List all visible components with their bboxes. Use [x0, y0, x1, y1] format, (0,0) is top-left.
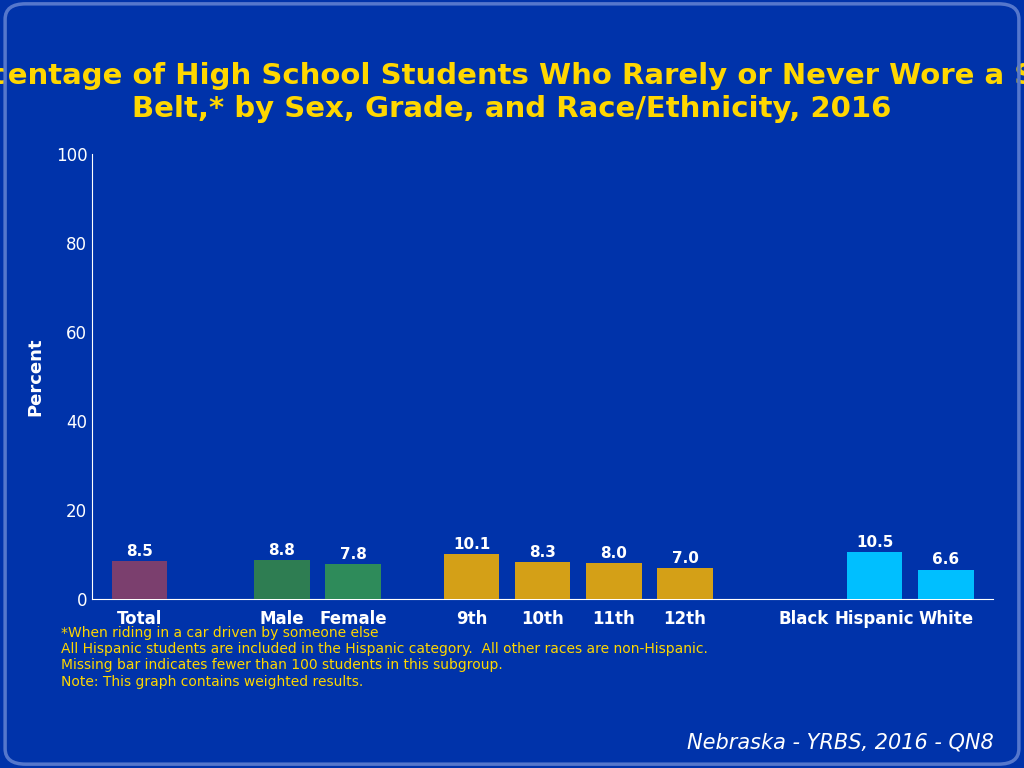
Text: *When riding in a car driven by someone else
All Hispanic students are included : *When riding in a car driven by someone … [61, 626, 709, 689]
Bar [326, 564, 381, 599]
Bar [254, 560, 309, 599]
Text: Percentage of High School Students Who Rarely or Never Wore a Seat
Belt,* by Sex: Percentage of High School Students Who R… [0, 62, 1024, 123]
Text: Nebraska - YRBS, 2016 - QN8: Nebraska - YRBS, 2016 - QN8 [686, 733, 993, 753]
Bar [847, 552, 902, 599]
Bar [515, 562, 570, 599]
Text: 6.6: 6.6 [932, 552, 959, 568]
Bar [444, 554, 500, 599]
Text: 8.3: 8.3 [529, 545, 556, 560]
Text: 10.5: 10.5 [856, 535, 893, 550]
Bar [919, 570, 974, 599]
Bar [657, 568, 713, 599]
Y-axis label: Percent: Percent [27, 337, 45, 415]
Text: 8.8: 8.8 [268, 543, 295, 558]
Text: 7.8: 7.8 [340, 547, 367, 562]
Text: 7.0: 7.0 [672, 551, 698, 565]
Bar [112, 561, 167, 599]
Bar [586, 564, 641, 599]
Text: 8.0: 8.0 [600, 546, 628, 561]
Text: 8.5: 8.5 [126, 544, 153, 559]
Text: 10.1: 10.1 [453, 537, 490, 552]
